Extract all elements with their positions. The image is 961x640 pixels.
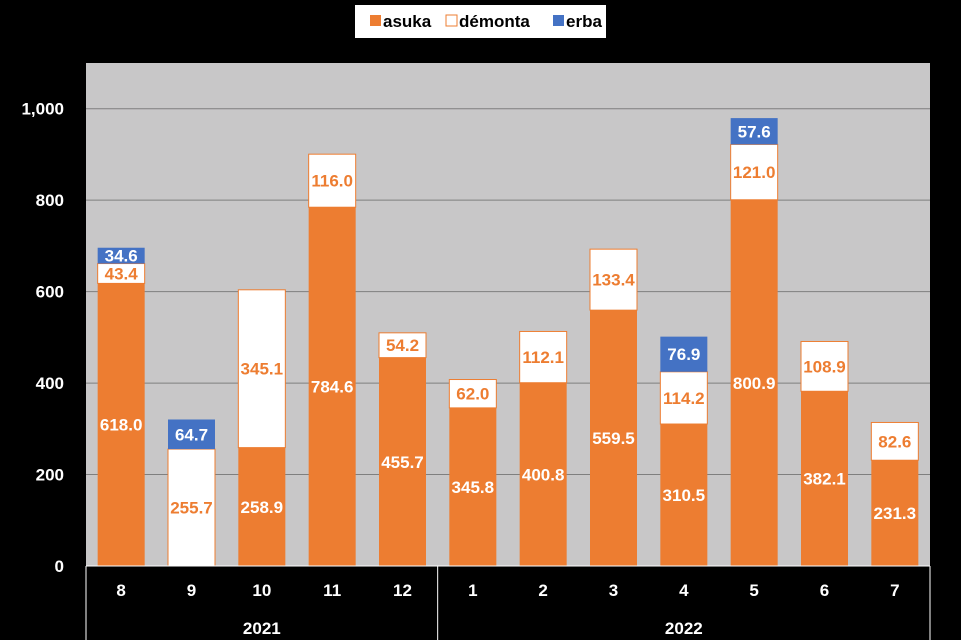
y-tick-label: 400 bbox=[36, 374, 64, 393]
bar-segment bbox=[449, 407, 497, 566]
data-label: 258.9 bbox=[241, 498, 284, 517]
x-tick-label: 4 bbox=[679, 581, 689, 600]
y-tick-label: 0 bbox=[55, 557, 64, 576]
data-label: 121.0 bbox=[733, 163, 776, 182]
bar-segment bbox=[801, 391, 848, 566]
legend-label: démonta bbox=[459, 12, 530, 31]
data-label: 82.6 bbox=[878, 432, 911, 451]
x-tick-label: 11 bbox=[323, 581, 341, 600]
legend: asuka démonta erba bbox=[355, 5, 606, 38]
data-label: 231.3 bbox=[874, 504, 917, 523]
bar-segment bbox=[379, 357, 426, 566]
data-label: 133.4 bbox=[592, 271, 635, 290]
bar-segment bbox=[589, 248, 638, 311]
data-label: 618.0 bbox=[100, 416, 143, 435]
y-axis: 0 200 400 600 800 1,000 bbox=[21, 100, 64, 576]
bar-segment bbox=[378, 332, 427, 359]
x-tick-label: 10 bbox=[252, 581, 271, 600]
data-label: 108.9 bbox=[803, 357, 846, 376]
bar-segment bbox=[168, 419, 215, 450]
bar-segment bbox=[167, 448, 216, 567]
x-group-label: 2022 bbox=[665, 619, 703, 638]
bar-segment bbox=[660, 336, 708, 372]
data-label: 382.1 bbox=[803, 470, 846, 489]
bar-segment bbox=[659, 371, 708, 425]
y-tick-label: 1,000 bbox=[21, 100, 64, 119]
data-label: 54.2 bbox=[386, 336, 419, 355]
bar-segment bbox=[590, 310, 637, 566]
y-tick-label: 800 bbox=[36, 191, 64, 210]
x-tick-label: 6 bbox=[820, 581, 829, 600]
data-label: 400.8 bbox=[522, 465, 565, 484]
bar-segment bbox=[871, 460, 919, 566]
data-label: 800.9 bbox=[733, 374, 776, 393]
data-label: 559.5 bbox=[592, 429, 635, 448]
data-label: 310.5 bbox=[663, 486, 706, 505]
data-label: 455.7 bbox=[381, 453, 424, 472]
bars: 618.0 43.434.6 255.7 64.7 258.9 345.1 784.6 116… bbox=[97, 118, 919, 567]
x-tick-label: 3 bbox=[609, 581, 618, 600]
data-label: 112.1 bbox=[522, 348, 564, 367]
data-label: 255.7 bbox=[170, 499, 213, 518]
bar-segment bbox=[237, 289, 286, 449]
data-label: 34.6 bbox=[105, 247, 138, 266]
x-tick-label: 8 bbox=[116, 581, 125, 600]
x-tick-label: 5 bbox=[749, 581, 758, 600]
data-label: 114.2 bbox=[663, 389, 705, 408]
bar-segment bbox=[238, 447, 286, 566]
data-label: 345.8 bbox=[452, 478, 495, 497]
bar-segment bbox=[97, 247, 145, 264]
bar-segment bbox=[660, 424, 708, 566]
bar-segment bbox=[519, 330, 568, 384]
plot-area bbox=[86, 63, 930, 566]
legend-swatch bbox=[370, 15, 381, 26]
gridlines bbox=[86, 108, 930, 476]
data-label: 76.9 bbox=[667, 345, 700, 364]
legend-label: erba bbox=[566, 12, 602, 31]
bar-segment bbox=[97, 283, 145, 566]
bar-segment bbox=[519, 382, 567, 566]
data-label: 57.6 bbox=[738, 122, 771, 141]
y-tick-label: 600 bbox=[36, 283, 64, 302]
x-tick-label: 7 bbox=[890, 581, 899, 600]
data-label: 43.4 bbox=[105, 264, 139, 283]
bar-segment bbox=[730, 118, 778, 145]
bar-segment bbox=[870, 421, 919, 461]
legend-label: asuka bbox=[383, 12, 432, 31]
y-tick-label: 200 bbox=[36, 466, 64, 485]
bar-segment bbox=[308, 153, 357, 208]
x-group-label: 2021 bbox=[243, 619, 281, 638]
bar-segment bbox=[308, 207, 356, 566]
legend-swatch bbox=[553, 15, 564, 26]
data-label: 116.0 bbox=[311, 172, 353, 191]
x-tick-label: 2 bbox=[538, 581, 547, 600]
bar-segment bbox=[448, 379, 497, 409]
legend-swatch bbox=[445, 14, 458, 27]
x-tick-label: 12 bbox=[393, 581, 412, 600]
x-tick-label: 9 bbox=[187, 581, 196, 600]
data-label: 62.0 bbox=[456, 385, 489, 404]
legend-box bbox=[355, 5, 606, 38]
bar-segment bbox=[730, 199, 778, 567]
data-label: 784.6 bbox=[311, 378, 354, 397]
bar-segment bbox=[800, 340, 849, 392]
data-label: 345.1 bbox=[241, 360, 284, 379]
x-tick-label: 1 bbox=[468, 581, 477, 600]
data-label: 64.7 bbox=[175, 425, 208, 444]
